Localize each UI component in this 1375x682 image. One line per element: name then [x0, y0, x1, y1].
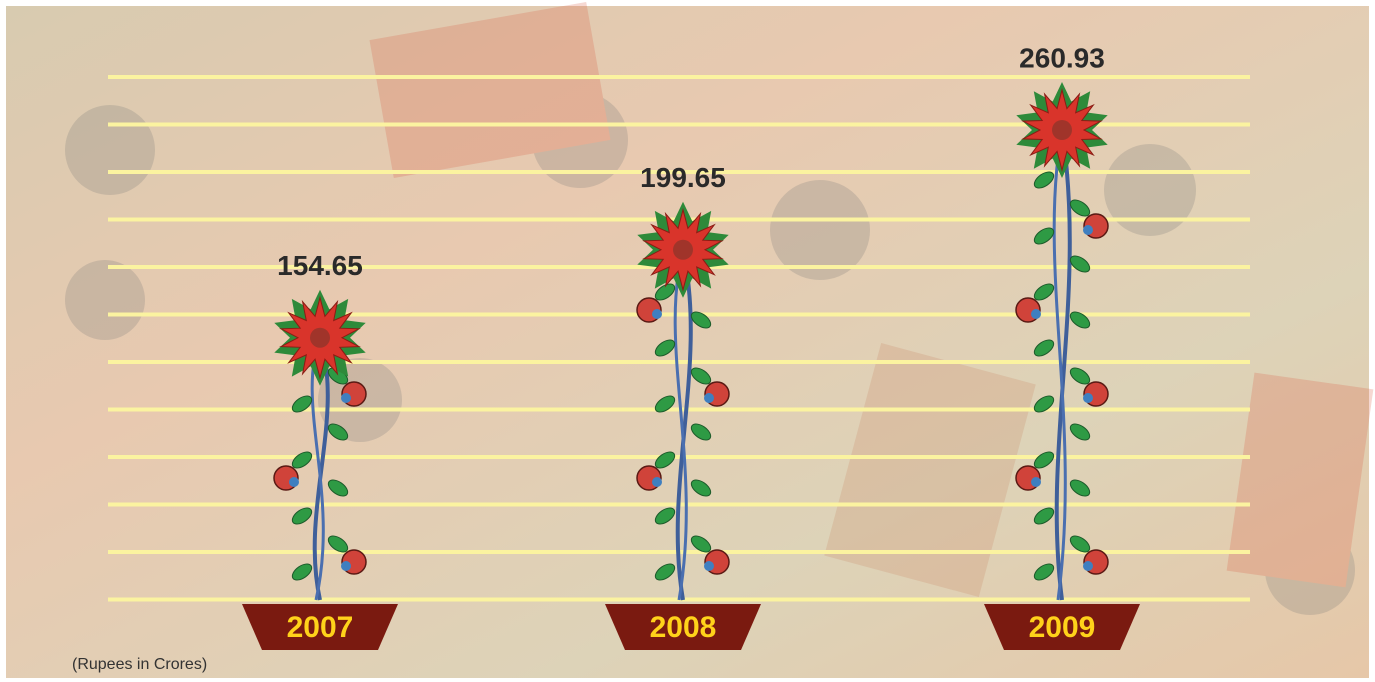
bud-center — [1083, 393, 1093, 403]
bud-center — [652, 309, 662, 319]
bud-center — [704, 393, 714, 403]
note: (Rupees in Crores) — [72, 656, 207, 673]
bud-center — [652, 477, 662, 487]
bud-center — [1031, 309, 1041, 319]
value-label: 154.65 — [277, 250, 363, 281]
flower-center — [1052, 120, 1072, 140]
x-tick-label: 2009 — [1029, 611, 1096, 644]
x-tick-label: 2007 — [287, 611, 354, 644]
bud-center — [341, 561, 351, 571]
chart: (Rupees in Crores) 154.65 2007 199.65 2008 2… — [0, 0, 1375, 682]
flower-center — [310, 328, 330, 348]
x-tick-label: 2008 — [650, 611, 717, 644]
bud-center — [289, 477, 299, 487]
value-label: 199.65 — [640, 162, 726, 193]
bud-center — [341, 393, 351, 403]
bud-center — [1083, 225, 1093, 235]
bud-center — [704, 561, 714, 571]
value-label: 260.93 — [1019, 42, 1105, 73]
bud-center — [1083, 561, 1093, 571]
background — [6, 6, 1369, 678]
flower-center — [673, 240, 693, 260]
bud-center — [1031, 477, 1041, 487]
